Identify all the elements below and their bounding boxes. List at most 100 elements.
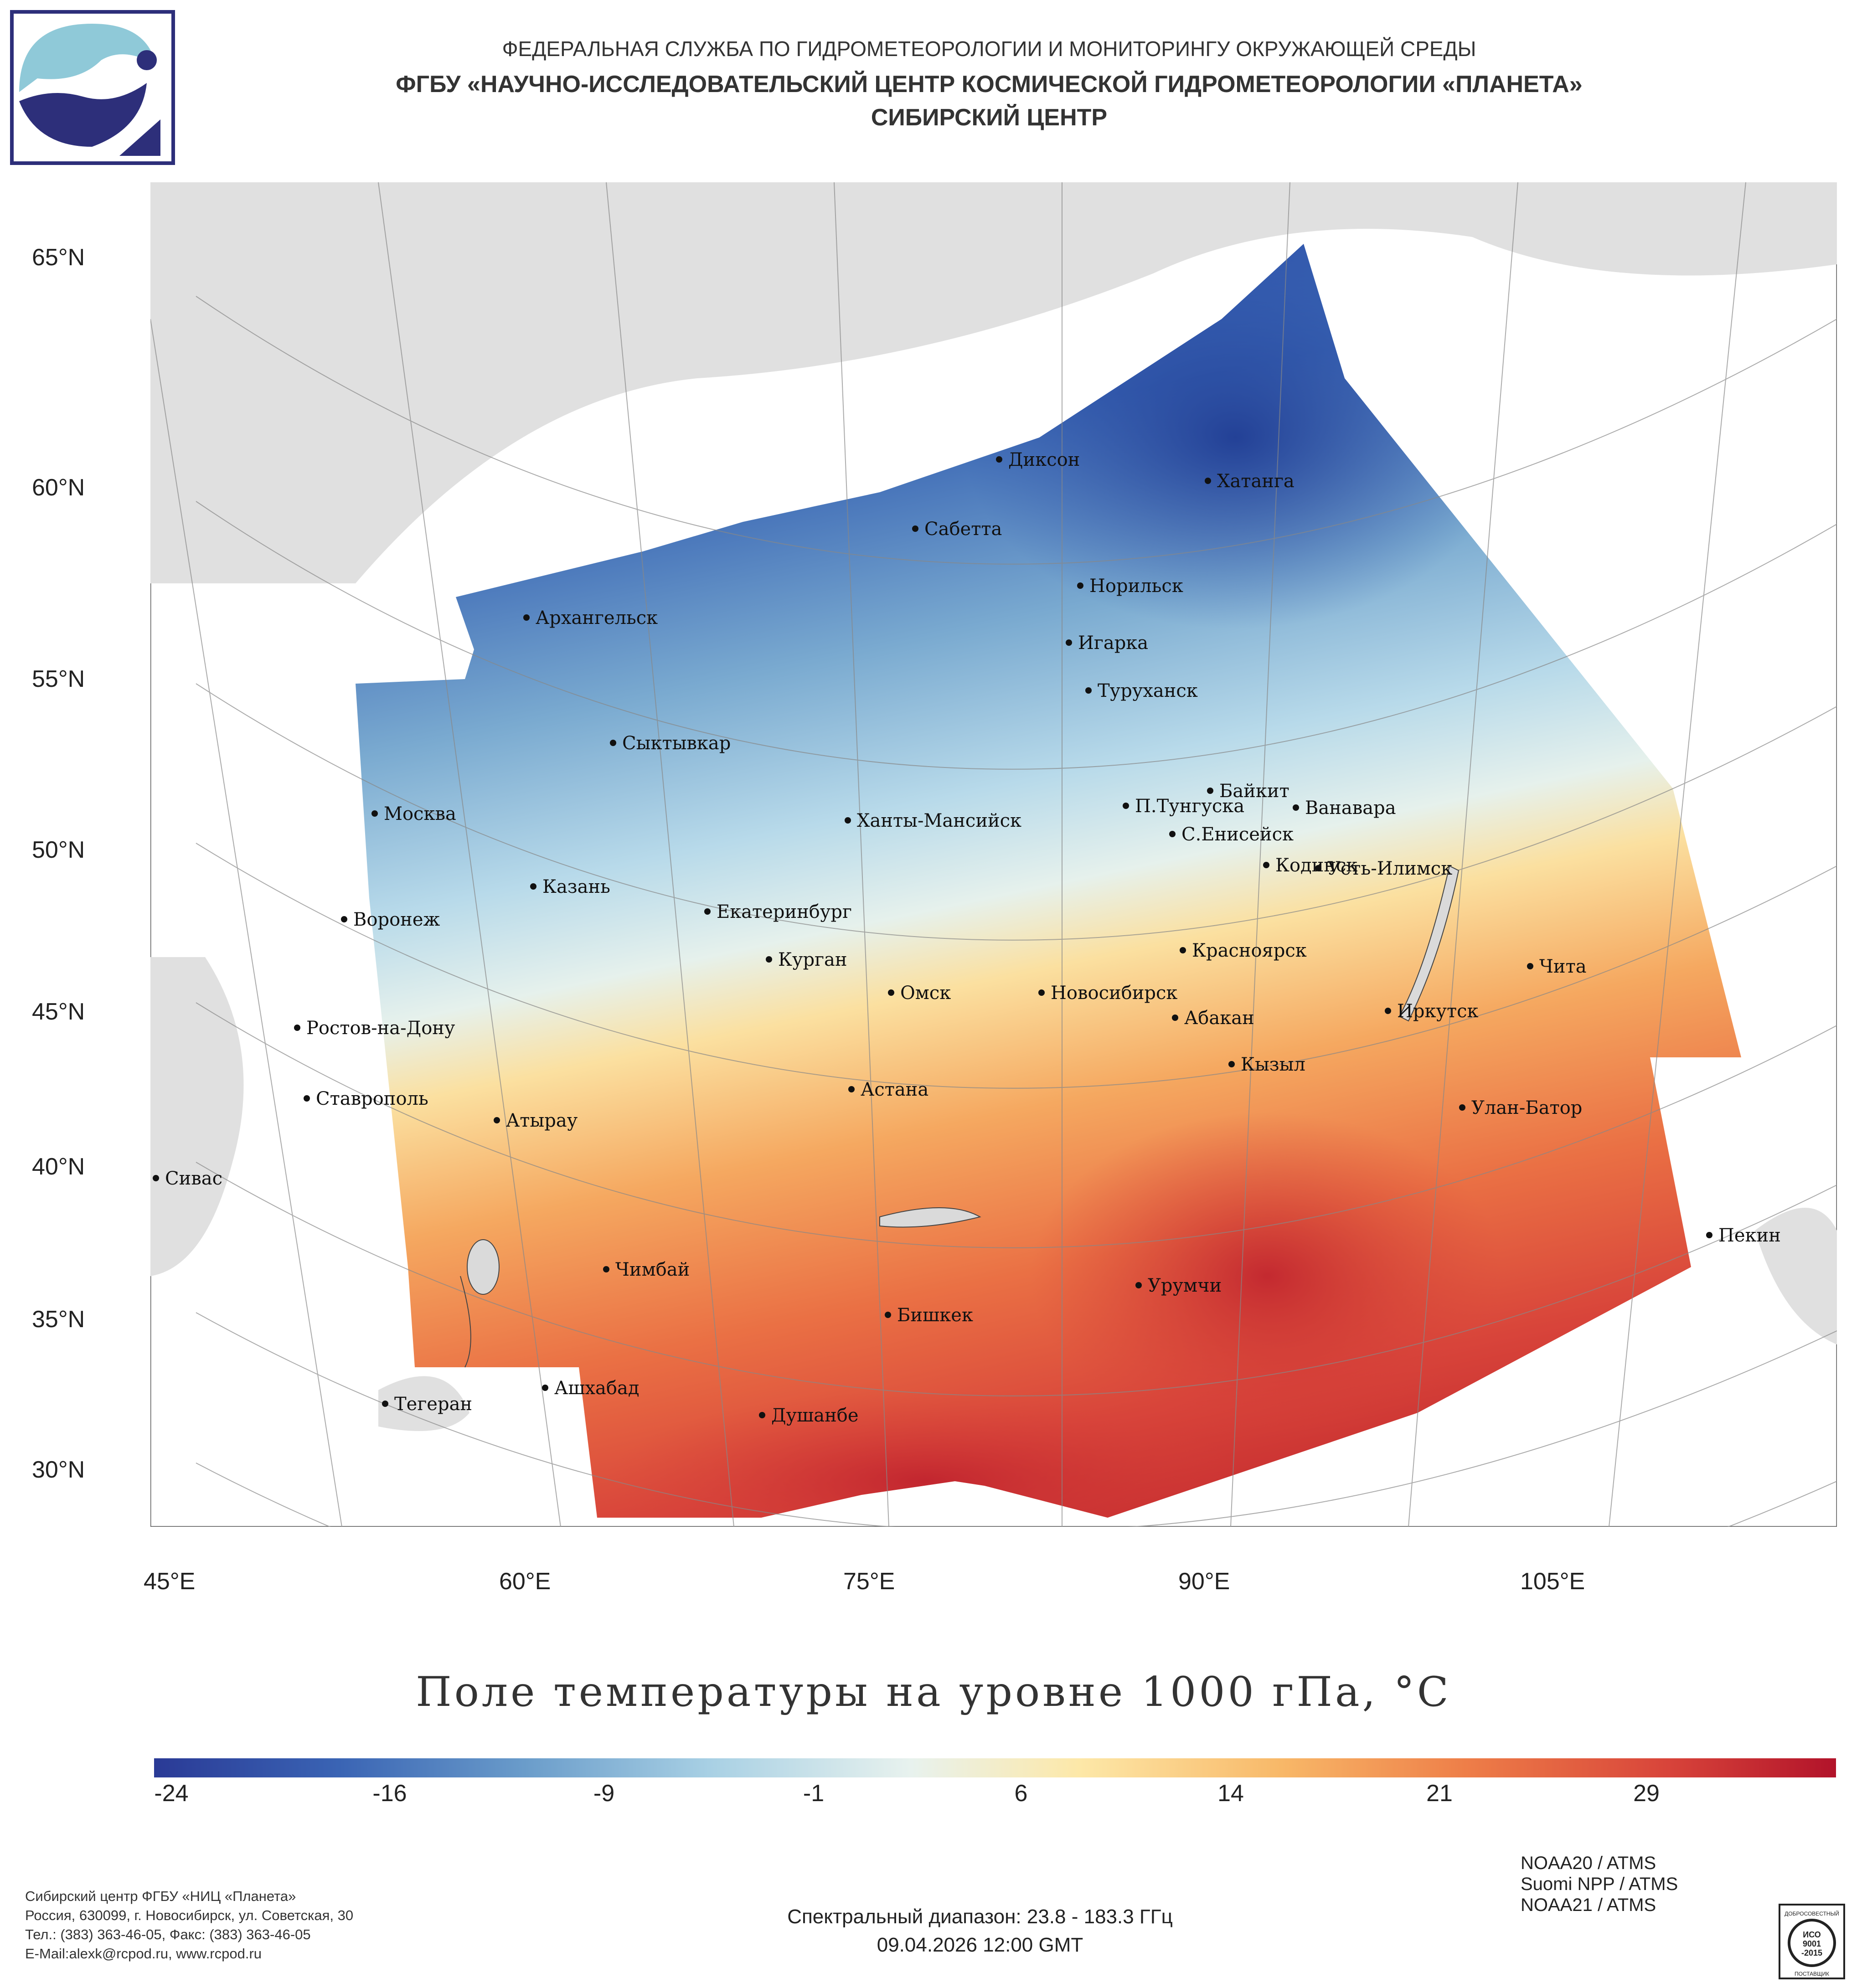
city-khatanga: Хатанга <box>1205 471 1295 492</box>
lat-label-65: 65°N <box>32 244 85 271</box>
city-chimbay: Чимбай <box>603 1259 690 1280</box>
city-moskva: Москва <box>371 803 456 824</box>
svg-text:Екатеринбург: Екатеринбург <box>717 901 852 922</box>
city-p-tunguska: П.Тунгуска <box>1123 796 1244 817</box>
planeta-logo <box>10 10 175 165</box>
svg-text:Атырау: Атырау <box>506 1110 578 1131</box>
city-chita: Чита <box>1527 956 1587 977</box>
colorbar-tick: 29 <box>1633 1780 1660 1807</box>
city-urumchi: Урумчи <box>1135 1275 1222 1296</box>
city-vanavara: Ванавара <box>1293 798 1396 819</box>
lon-label-45: 45°E <box>144 1568 196 1595</box>
satellite-item: NOAA20 / ATMS <box>1521 1853 1656 1873</box>
city-sivas: Сивас <box>153 1168 222 1189</box>
lon-label-60: 60°E <box>499 1568 551 1595</box>
colorbar-tick: -9 <box>593 1780 615 1807</box>
city-atyrau: Атырау <box>494 1110 578 1131</box>
svg-text:Урумчи: Урумчи <box>1148 1275 1222 1296</box>
city-ekaterinburg: Екатеринбург <box>704 901 852 922</box>
city-ashkhabad: Ашхабад <box>542 1378 639 1399</box>
svg-text:ПОСТАВЩИК: ПОСТАВЩИК <box>1795 1971 1829 1977</box>
lat-label-30: 30°N <box>32 1457 85 1483</box>
city-voronezh: Воронеж <box>341 909 440 930</box>
svg-text:Новосибирск: Новосибирск <box>1051 983 1177 1004</box>
city-astana: Астана <box>848 1079 928 1100</box>
org-phone: Тел.: (383) 363-46-05, Факс: (383) 363-4… <box>25 1926 311 1942</box>
city-pekin: Пекин <box>1706 1225 1781 1246</box>
city-turukhansk: Туруханск <box>1085 680 1198 701</box>
svg-text:Ашхабад: Ашхабад <box>554 1378 639 1399</box>
svg-text:Туруханск: Туруханск <box>1098 680 1198 701</box>
satellite-item: Suomi NPP / ATMS <box>1521 1874 1678 1894</box>
colorbar-tick: -24 <box>154 1780 189 1807</box>
svg-text:Омск: Омск <box>900 983 951 1004</box>
city-krasnoyarsk: Красноярск <box>1180 940 1307 961</box>
svg-text:П.Тунгуска: П.Тунгуска <box>1135 796 1244 817</box>
city-irkutsk: Иркутск <box>1385 1001 1479 1022</box>
svg-text:С.Енисейск: С.Енисейск <box>1181 824 1294 845</box>
header-institute: ФГБУ «НАУЧНО-ИССЛЕДОВАТЕЛЬСКИЙ ЦЕНТР КОС… <box>396 71 1583 98</box>
satellite-list: NOAA20 / ATMS Suomi NPP / ATMS NOAA21 / … <box>1521 1853 1678 1916</box>
data-info: Спектральный диапазон: 23.8 - 183.3 ГГц … <box>684 1903 1276 1959</box>
city-kazan: Казань <box>530 876 610 897</box>
svg-text:Сабетта: Сабетта <box>924 519 1002 540</box>
city-igarka: Игарка <box>1066 633 1148 654</box>
observation-datetime: 09.04.2026 12:00 GMT <box>877 1934 1083 1956</box>
temperature-map: Диксон Хатанга Сабетта Норильск Архангел… <box>150 182 1837 1527</box>
city-norilsk: Норильск <box>1077 576 1183 597</box>
lat-label-50: 50°N <box>32 837 85 863</box>
city-arkhangelsk: Архангельск <box>523 608 658 628</box>
lat-label-35: 35°N <box>32 1306 85 1333</box>
svg-text:ИСО: ИСО <box>1803 1930 1821 1939</box>
lon-label-75: 75°E <box>843 1568 895 1595</box>
colorbar-tick: -1 <box>803 1780 825 1807</box>
header-center: СИБИРСКИЙ ЦЕНТР <box>871 104 1108 131</box>
city-s-eniseysk: С.Енисейск <box>1169 824 1294 845</box>
lat-label-60: 60°N <box>32 474 85 501</box>
svg-text:Душанбе: Душанбе <box>771 1405 859 1426</box>
org-address: Россия, 630099, г. Новосибирск, ул. Сове… <box>25 1907 354 1923</box>
city-ust-ilimsk: Усть-Илимск <box>1315 858 1452 879</box>
svg-text:Улан-Батор: Улан-Батор <box>1471 1097 1582 1118</box>
lat-label-45: 45°N <box>32 999 85 1025</box>
spectral-range: Спектральный диапазон: 23.8 - 183.3 ГГц <box>787 1906 1173 1928</box>
svg-text:Москва: Москва <box>384 803 456 824</box>
svg-text:Пекин: Пекин <box>1718 1225 1781 1246</box>
city-kyzyl: Кызыл <box>1228 1054 1305 1075</box>
svg-text:Байкит: Байкит <box>1219 781 1289 802</box>
city-kurgan: Курган <box>766 949 847 970</box>
svg-text:Кызыл: Кызыл <box>1241 1054 1305 1075</box>
svg-text:Казань: Казань <box>542 876 610 897</box>
city-baykit: Байкит <box>1207 781 1289 802</box>
city-stavropol: Ставрополь <box>304 1088 428 1109</box>
city-kodinsk: Кодинск <box>1263 855 1357 876</box>
city-ulan-bator: Улан-Батор <box>1459 1097 1582 1118</box>
svg-text:Ванавара: Ванавара <box>1305 798 1396 819</box>
svg-text:Ростов-на-Дону: Ростов-на-Дону <box>306 1018 455 1039</box>
colorbar-tick: 21 <box>1426 1780 1453 1807</box>
svg-text:9001: 9001 <box>1803 1939 1821 1948</box>
city-bishkek: Бишкек <box>885 1305 973 1326</box>
svg-text:Абакан: Абакан <box>1184 1008 1254 1029</box>
header-agency: ФЕДЕРАЛЬНАЯ СЛУЖБА ПО ГИДРОМЕТЕОРОЛОГИИ … <box>502 37 1476 61</box>
colorbar <box>154 1758 1836 1777</box>
svg-text:Архангельск: Архангельск <box>536 608 658 628</box>
org-name: Сибирский центр ФГБУ «НИЦ «Планета» <box>25 1888 296 1904</box>
svg-text:Чита: Чита <box>1539 956 1587 977</box>
colorbar-tick: 6 <box>1014 1780 1028 1807</box>
svg-text:Воронеж: Воронеж <box>353 909 440 930</box>
city-khanty-mansiysk: Ханты-Мансийск <box>845 810 1021 831</box>
svg-text:Сивас: Сивас <box>165 1168 222 1189</box>
svg-text:Бишкек: Бишкек <box>897 1305 973 1326</box>
svg-text:Иркутск: Иркутск <box>1397 1001 1479 1022</box>
svg-text:Кодинск: Кодинск <box>1275 855 1357 876</box>
colorbar-tick: 14 <box>1217 1780 1244 1807</box>
svg-text:-2015: -2015 <box>1801 1948 1822 1957</box>
svg-text:Чимбай: Чимбай <box>615 1259 690 1280</box>
city-sabetta: Сабетта <box>912 519 1002 540</box>
svg-text:Усть-Илимск: Усть-Илимск <box>1327 858 1452 879</box>
svg-text:ДОБРОСОВЕСТНЫЙ: ДОБРОСОВЕСТНЫЙ <box>1784 1910 1839 1917</box>
svg-text:Ставрополь: Ставрополь <box>316 1088 428 1109</box>
map-title: Поле температуры на уровне 1000 гПа, °C <box>416 1668 1451 1716</box>
svg-text:Норильск: Норильск <box>1089 576 1183 597</box>
